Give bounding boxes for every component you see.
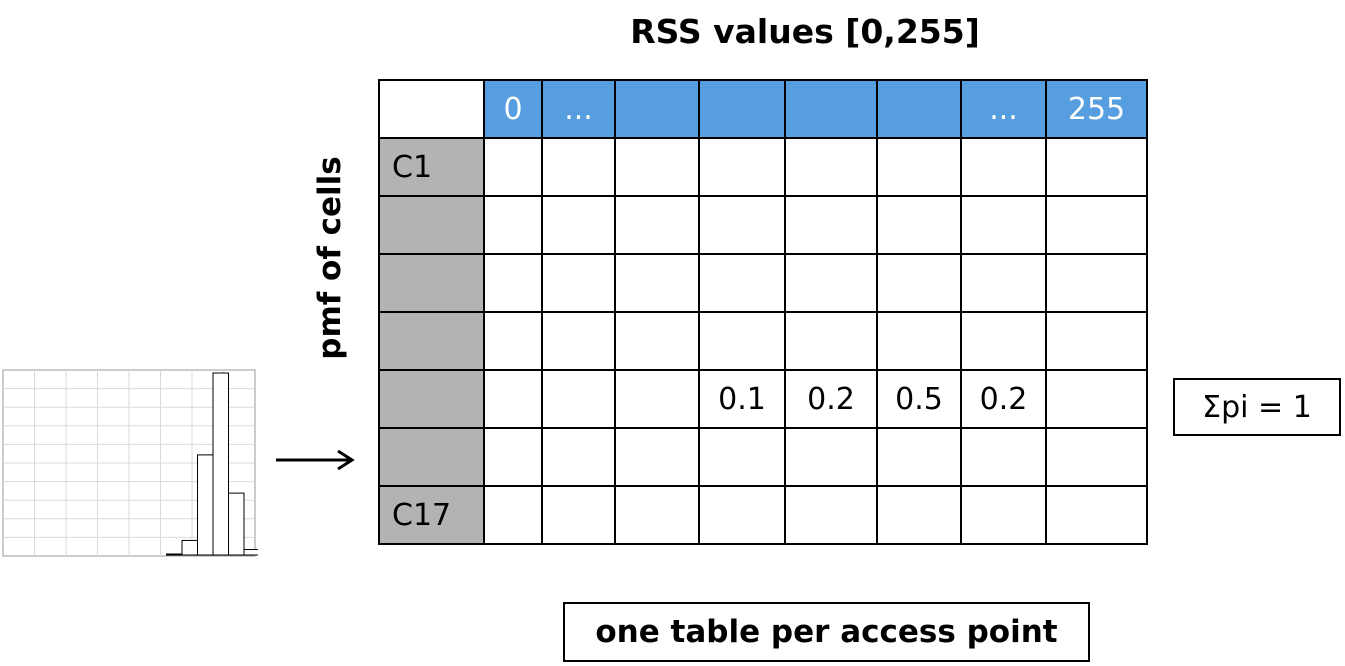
table-cell [1045,195,1148,255]
sum-label: Σpi = 1 [1202,389,1312,425]
header-cell [698,79,786,139]
row-label [378,427,485,487]
table-cell [614,369,700,429]
table-cell [614,427,700,487]
table-cell [483,485,543,545]
table-cell: 0.2 [784,369,878,429]
table-cell [541,427,616,487]
header-cell [614,79,700,139]
table-cell: 0.5 [876,369,962,429]
table-cell [541,369,616,429]
table-cell [1045,253,1148,313]
table-cell [614,253,700,313]
table-cell [960,311,1047,371]
table-cell [614,311,700,371]
histogram-bar [181,539,198,556]
table-cell [483,427,543,487]
table-cell: 0.1 [698,369,786,429]
header-cell [784,79,878,139]
table-cell [960,427,1047,487]
table-cell [698,137,786,197]
table-cell [784,485,878,545]
table-cell [541,137,616,197]
table-cell [784,253,878,313]
row-label: C17 [378,485,485,545]
table-cell [483,253,543,313]
table-cell [960,253,1047,313]
header-cell: ... [541,79,616,139]
table-cell [784,137,878,197]
table-cell [614,485,700,545]
table-row: C17 [378,485,1148,545]
table-cell [876,137,962,197]
table-row [378,195,1148,255]
table-row [378,311,1148,371]
histogram-bar [228,492,245,556]
row-label [378,311,485,371]
table-cell [960,195,1047,255]
table-cell [483,137,543,197]
header-cell: 0 [483,79,543,139]
table-cell [1045,427,1148,487]
row-label [378,253,485,313]
y-axis-label: pmf of cells [312,156,348,360]
histogram-thumbnail [2,369,258,557]
row-label [378,369,485,429]
table-cell [541,253,616,313]
right-arrow-icon [276,449,355,471]
histogram-bar [243,549,258,556]
table-cell [483,195,543,255]
table-cell [876,427,962,487]
table-cell [1045,137,1148,197]
caption-text: one table per access point [595,614,1058,650]
table-cell [1045,311,1148,371]
table-cell [784,427,878,487]
table-cell [960,485,1047,545]
row-label [378,195,485,255]
table-cell [614,195,700,255]
table-cell [876,485,962,545]
table-row: C1 [378,137,1148,197]
table-cell [483,369,543,429]
table-cell [960,137,1047,197]
caption-box: one table per access point [563,602,1090,662]
table-cell [698,253,786,313]
header-row: 0...... 255 [378,79,1148,139]
table-row: 0.1 0.2 0.5 0.2 [378,369,1148,429]
table-cell [876,195,962,255]
table-cell [698,485,786,545]
row-label: C1 [378,137,485,197]
table-row [378,427,1148,487]
header-cell: ... [960,79,1047,139]
table-row [378,253,1148,313]
header-cell [876,79,962,139]
table-cell [1045,485,1148,545]
histogram-bar [197,454,214,556]
table-cell [876,253,962,313]
table-cell [483,311,543,371]
pmf-table: 0...... 255 C1 0.1 0.2 0.5 0.2 C17 [378,79,1148,545]
table-cell [698,427,786,487]
table-cell [541,485,616,545]
table-cell [784,311,878,371]
table-cell [541,195,616,255]
corner-cell [378,79,485,139]
histogram-bar [166,553,183,556]
table-cell [698,195,786,255]
table-cell: 0.2 [960,369,1047,429]
sum-box: Σpi = 1 [1173,378,1341,436]
table-cell [541,311,616,371]
header-cell: 255 [1045,79,1148,139]
table-cell [614,137,700,197]
histogram-bar [212,372,229,556]
table-cell [1045,369,1148,429]
diagram-title: RSS values [0,255] [630,12,980,51]
table-cell [876,311,962,371]
table-cell [698,311,786,371]
table-cell [784,195,878,255]
